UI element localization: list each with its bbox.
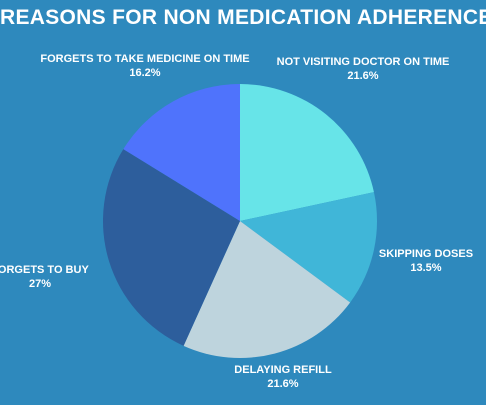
slice-value-skipping-doses: 13.5% — [410, 262, 441, 274]
chart-title: REASONS FOR NON MEDICATION ADHERENCE — [0, 6, 486, 29]
pie-slice-forgets-to-take-medicine-on-time — [123, 84, 240, 221]
slice-label-skipping-doses: SKIPPING DOSES — [379, 248, 473, 260]
slice-value-delaying-refill: 21.6% — [267, 378, 298, 390]
pie-slice-not-visiting-doctor-on-time — [240, 84, 374, 221]
slice-label-forgets-to-take-medicine-on-time: FORGETS TO TAKE MEDICINE ON TIME — [40, 53, 249, 65]
slice-value-forgets-to-buy: 27% — [29, 278, 51, 290]
slice-label-delaying-refill: DELAYING REFILL — [234, 364, 332, 376]
slice-label-not-visiting-doctor-on-time: NOT VISITING DOCTOR ON TIME — [277, 56, 450, 68]
pie-slice-forgets-to-buy — [102, 149, 241, 346]
slice-label-forgets-to-buy: FORGETS TO BUY — [0, 264, 89, 276]
pie-slice-delaying-refill — [183, 221, 351, 359]
slice-value-not-visiting-doctor-on-time: 21.6% — [347, 70, 378, 82]
pie-slice-skipping-doses — [240, 192, 378, 303]
slice-value-forgets-to-take-medicine-on-time: 16.2% — [129, 67, 160, 79]
